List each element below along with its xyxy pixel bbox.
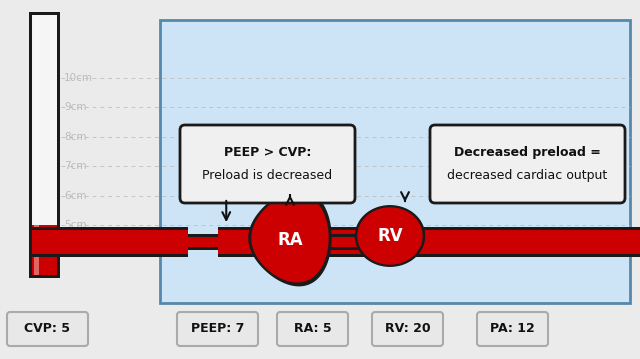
FancyBboxPatch shape [177,312,258,346]
Text: 7cm: 7cm [64,161,86,171]
FancyBboxPatch shape [430,125,625,203]
Text: Preload is decreased: Preload is decreased [202,169,333,182]
Text: RV: 20: RV: 20 [385,322,430,336]
FancyBboxPatch shape [477,312,548,346]
Text: 9cm: 9cm [64,102,86,112]
Polygon shape [355,206,424,266]
Text: Decreased preload =: Decreased preload = [454,146,601,159]
Text: RA: 5: RA: 5 [294,322,332,336]
FancyBboxPatch shape [29,227,640,257]
FancyBboxPatch shape [188,237,218,247]
FancyBboxPatch shape [277,312,348,346]
FancyBboxPatch shape [32,230,640,254]
Text: PEEP > CVP:: PEEP > CVP: [224,146,311,159]
Text: 10cm: 10cm [64,73,93,83]
FancyBboxPatch shape [180,125,355,203]
FancyBboxPatch shape [188,227,218,257]
Text: decreased cardiac output: decreased cardiac output [447,169,607,182]
FancyBboxPatch shape [32,225,57,275]
Text: RV: RV [377,227,403,245]
FancyBboxPatch shape [32,15,57,275]
FancyBboxPatch shape [29,257,60,275]
Text: RA: RA [277,231,303,249]
Polygon shape [249,190,331,286]
FancyBboxPatch shape [32,254,57,275]
FancyBboxPatch shape [160,20,630,303]
Text: 5cm: 5cm [64,220,86,230]
FancyBboxPatch shape [372,312,443,346]
Text: PEEP: 7: PEEP: 7 [191,322,244,336]
FancyBboxPatch shape [34,15,39,275]
Polygon shape [358,208,422,264]
Text: CVP: 5: CVP: 5 [24,322,70,336]
Text: 8cm: 8cm [64,132,86,142]
FancyBboxPatch shape [7,312,88,346]
FancyBboxPatch shape [29,12,60,278]
Text: PA: 12: PA: 12 [490,322,535,336]
FancyBboxPatch shape [32,254,57,275]
Text: 6cm: 6cm [64,191,86,201]
Polygon shape [252,194,328,282]
FancyBboxPatch shape [188,234,218,250]
FancyBboxPatch shape [324,234,365,250]
FancyBboxPatch shape [324,237,365,247]
